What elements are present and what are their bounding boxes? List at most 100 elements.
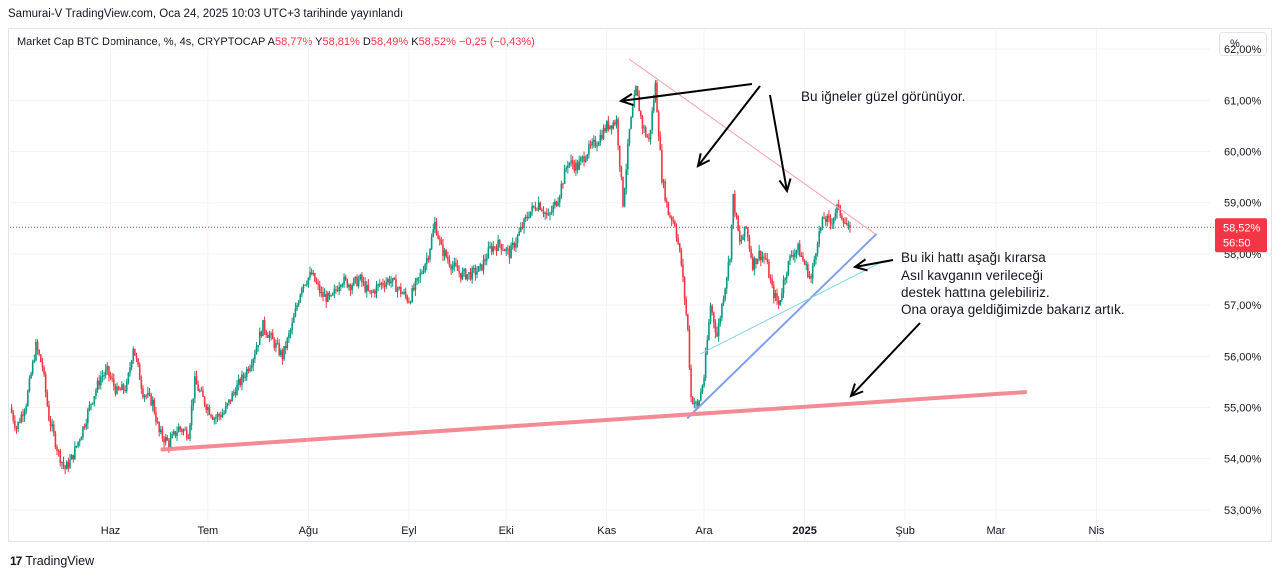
candle-body [592, 139, 595, 142]
candle-body [768, 261, 770, 278]
candle-body [30, 373, 32, 379]
y-tick-label: 55,00% [1224, 402, 1262, 414]
candle-body [471, 268, 473, 280]
candle-body [398, 286, 400, 289]
candle-body [69, 459, 71, 468]
candle-body [129, 367, 131, 374]
candle-body [528, 217, 530, 219]
candle-body [265, 331, 268, 335]
candle-body [580, 158, 582, 162]
candle-body [130, 360, 133, 368]
percent-scale-button[interactable]: % [1219, 32, 1267, 56]
chart-pane[interactable] [8, 28, 1272, 542]
publish-caption: Samurai-V TradingView.com, Oca 24, 2025 … [8, 8, 404, 20]
candle-body [335, 289, 337, 291]
candle-body [706, 339, 709, 354]
candle-body [140, 379, 143, 389]
annotation-right-note-4: Ona oraya geldiğimizde bakarız artık. [901, 302, 1125, 317]
candle-body [823, 217, 825, 219]
candle-body [536, 209, 538, 211]
candle-body [661, 150, 663, 183]
candle-body [78, 440, 81, 442]
candle-body [304, 284, 306, 286]
candle-body [492, 246, 495, 252]
candle-body [211, 416, 214, 420]
candle-body [839, 205, 842, 216]
candle-body [651, 111, 653, 130]
tradingview-footer[interactable]: 17 TradingView [10, 554, 94, 568]
candle-body [409, 301, 412, 303]
candle-body [570, 160, 572, 163]
candle-body [255, 347, 258, 355]
candle-body [447, 256, 449, 260]
candle-body [374, 290, 376, 294]
candle-body [236, 384, 238, 396]
candle-body [829, 217, 832, 224]
candle-body [49, 420, 52, 427]
annotation-right-note-1: Bu iki hattı aşağı kırarsa [901, 250, 1046, 265]
candle-body [615, 119, 618, 125]
candle-body [116, 386, 118, 394]
candle-body [48, 405, 50, 421]
candle-body [385, 282, 388, 287]
candle-body [370, 291, 373, 293]
candle-body [336, 290, 339, 292]
low-value: 58,49% [370, 36, 409, 48]
candle-body [747, 227, 749, 238]
candle-body [669, 215, 671, 217]
candle-body [215, 417, 217, 419]
close-value: 58,52% [418, 36, 456, 48]
candle-body [286, 338, 289, 349]
candle-body [534, 206, 537, 210]
candle-body [753, 258, 756, 270]
candle-body [195, 376, 198, 385]
candle-body [443, 250, 446, 256]
candle-body [14, 420, 16, 428]
candle-body [743, 226, 746, 237]
candle-body [378, 284, 381, 286]
candle-body [688, 329, 691, 368]
candle-body [712, 312, 715, 323]
candle-body [761, 256, 764, 261]
candle-body [182, 429, 185, 432]
candle-body [683, 277, 686, 299]
arrow-to-top-wick-icon [620, 83, 753, 102]
candle-body [798, 243, 801, 257]
candle-body [498, 239, 501, 245]
candle-body [737, 215, 739, 231]
high-label: Y [315, 36, 323, 48]
change-value: −0,25 (−0,43%) [458, 36, 535, 48]
candle-body [652, 100, 655, 112]
candle-body [826, 215, 829, 222]
open-value: 58,77% [275, 36, 313, 48]
candle-body [22, 414, 24, 416]
candle-body [675, 226, 678, 238]
candle-body [221, 413, 224, 418]
candle-body [451, 266, 454, 270]
candle-body [388, 278, 391, 284]
candle-body [644, 127, 647, 136]
candle-body [302, 284, 305, 289]
candle-body [404, 291, 407, 297]
symbol-name[interactable]: Market Cap BTC Dominance, %, 4s, CRYPTOC… [17, 36, 266, 48]
candle-body [845, 223, 848, 226]
price-axis: 53,00%54,00%55,00%56,00%57,00%58,00%59,0… [1224, 44, 1262, 517]
candle-body [837, 204, 840, 206]
candle-body [331, 293, 334, 296]
candle-body [487, 247, 490, 259]
candle-body [774, 293, 777, 298]
candle-body [677, 237, 679, 244]
candle-body [307, 277, 310, 285]
candle-body [31, 361, 34, 374]
candle-body [395, 279, 397, 292]
candle-body [468, 272, 470, 275]
candle-body [805, 264, 808, 266]
candle-body [693, 403, 696, 405]
candle-body [294, 308, 297, 317]
candle-body [242, 374, 245, 378]
candle-body [557, 202, 559, 206]
candle-body [327, 292, 329, 302]
y-tick-label: 53,00% [1224, 505, 1262, 517]
candle-body [15, 427, 18, 429]
